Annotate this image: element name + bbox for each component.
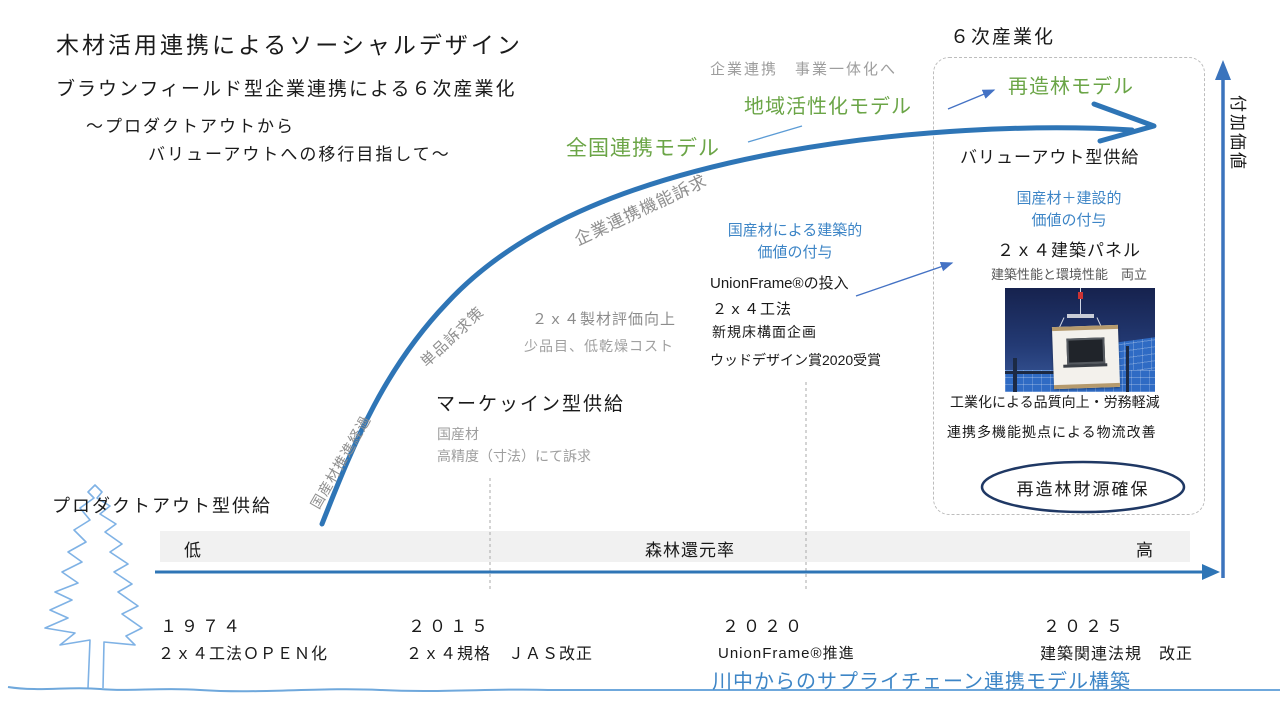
market-in-improve1: ２ｘ４製材評価向上	[532, 311, 677, 328]
market-in-improve2: 少品目、低乾燥コスト	[524, 338, 674, 354]
unionframe-heading: 国産材による建築的 価値の付与	[700, 220, 890, 264]
label-product-out-supply: プロダクトアウト型供給	[52, 496, 272, 516]
ground-line	[7, 686, 1280, 693]
unionframe-heading-line1: 国産材による建築的	[727, 222, 863, 239]
unionframe-launch: UnionFrame®の投入	[710, 275, 849, 292]
page-subtitle: ブラウンフィールド型企業連携による６次産業化	[56, 79, 517, 100]
leader-line-national	[747, 125, 803, 143]
timeline-arrowhead-icon	[1202, 564, 1220, 580]
market-in-note1: 国産材	[437, 426, 479, 442]
timeline-label-2025: 建築関連法規 改正	[1040, 646, 1194, 663]
crane-cable-icon	[1080, 288, 1081, 314]
arrow-to-reforestation-icon	[947, 89, 996, 110]
value-axis-arrowhead-icon	[1215, 60, 1231, 80]
value-panel-heading: 国産材＋建設的 価値の付与	[938, 188, 1200, 232]
curve-arrowhead-icon	[1091, 101, 1157, 144]
label-sixth-industrialization: ６次産業化	[950, 27, 1056, 48]
label-regional-model: 地域活性化モデル	[744, 96, 912, 118]
benefit-logistics: 連携多機能拠点による物流改善	[947, 424, 1157, 440]
value-out-panel	[933, 57, 1205, 515]
photo-wall-panel	[1051, 324, 1121, 390]
forest-return-band	[160, 531, 1190, 562]
reforestation-ellipse	[980, 460, 1186, 514]
label-value-out-supply: バリューアウト型供給	[960, 148, 1140, 167]
timeline-label-1974: ２ｘ４工法ＯＰＥＮ化	[158, 646, 329, 663]
band-label-forest-return-rate: 森林還元率	[645, 541, 735, 560]
photo-panel-window	[1066, 337, 1106, 365]
value-panel-heading-line2: 価値の付与	[1031, 211, 1107, 229]
timeline-year-1974: １９７４	[160, 617, 244, 636]
panel-performance-note: 建築性能と環境性能 両立	[990, 267, 1147, 282]
timeline-year-2015: ２０１５	[408, 617, 492, 636]
photo-scaffold-pole	[1013, 358, 1017, 392]
page-title: 木材活用連携によるソーシャルデザイン	[56, 32, 523, 58]
reforestation-funds-badge: 再造林財源確保	[1016, 480, 1150, 499]
band-label-low: 低	[184, 541, 201, 560]
photo-scaffold-rail	[1005, 371, 1065, 374]
timeline-year-2020: ２０２０	[722, 617, 806, 636]
unionframe-2x4-method: ２ｘ４工法	[712, 301, 793, 318]
timeline-label-2015: ２ｘ４規格 ＪＡＳ改正	[406, 646, 594, 663]
unionframe-floor-plan: 新規床構面企画	[712, 324, 817, 340]
unionframe-heading-line2: 価値の付与	[757, 243, 833, 261]
market-in-note2: 高精度（寸法）にて訴求	[437, 448, 591, 464]
growth-curve	[319, 125, 1135, 527]
label-market-in-supply: マーケッイン型供給	[436, 394, 626, 415]
benefit-industrialization: 工業化による品質向上・労務軽減	[950, 394, 1160, 410]
crane-marker-icon	[1078, 292, 1083, 299]
value-axis-label: 付加価値	[1228, 95, 1247, 171]
label-2x4-panel: ２ｘ４建築パネル	[997, 241, 1141, 260]
arrow-to-value-panel-icon	[855, 262, 954, 297]
construction-photo	[1005, 288, 1155, 392]
value-panel-heading-line1: 国産材＋建設的	[1016, 190, 1122, 207]
crane-spreader-icon	[1067, 314, 1094, 318]
wood-design-award: ウッドデザイン賞2020受賞	[710, 352, 882, 368]
tagline-line1: ～プロダクトアウトから	[86, 117, 295, 136]
label-reforestation-model: 再造林モデル	[1008, 76, 1134, 98]
timeline-label-2020: UnionFrame®推進	[718, 645, 855, 662]
photo-scaffold-pole2	[1126, 346, 1129, 392]
tagline-line2: バリューアウトへの移行目指して～	[148, 145, 451, 164]
footer-slogan: 川中からのサプライチェーン連携モデル構築	[712, 671, 1131, 693]
photo-panel-sill	[1063, 363, 1108, 368]
label-business-integration: 企業連携 事業一体化へ	[710, 61, 898, 78]
label-national-model: 全国連携モデル	[566, 137, 720, 160]
band-label-high: 高	[1136, 541, 1153, 560]
tree-sketch-icon	[44, 484, 143, 689]
timeline-year-2025: ２０２５	[1043, 617, 1127, 636]
